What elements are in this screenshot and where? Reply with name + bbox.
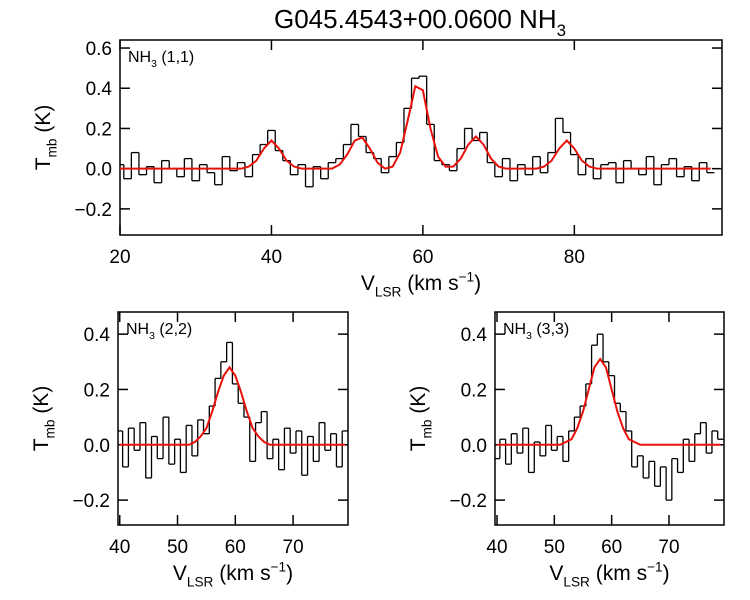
text-part: LSR (375, 284, 402, 299)
y-tick-label: −0.2 (449, 491, 487, 512)
text-part: (K) (30, 386, 53, 420)
data-layer (118, 341, 348, 479)
text-part: V (361, 272, 375, 295)
plot-frame (119, 39, 723, 236)
fit-line (119, 365, 346, 446)
text-part: (2,2) (155, 321, 192, 338)
text-part: (K) (407, 386, 430, 420)
panel-label: NH3 (1,1) (128, 49, 194, 70)
y-tick-label: 0.2 (84, 380, 110, 401)
fit-line (497, 357, 721, 446)
text-part: V (173, 562, 187, 585)
figure-title: G045.4543+00.0600 NH3 (274, 4, 566, 40)
x-tick-label: 20 (109, 247, 130, 268)
text-part: 3 (151, 59, 157, 70)
text-part: mb (44, 138, 59, 157)
text-part: (km s (401, 272, 458, 295)
text-part: −1 (647, 560, 663, 575)
panel-label: NH3 (2,2) (126, 321, 192, 342)
x-tick-label: 50 (167, 537, 188, 558)
text-part: 3 (526, 331, 532, 342)
y-tick-label: 0.4 (86, 79, 113, 100)
plot-frame (494, 311, 725, 526)
text-part: T (30, 438, 53, 451)
y-tick-label: 0.2 (86, 119, 112, 140)
text-part: (1,1) (157, 49, 194, 66)
x-tick-label: 70 (283, 537, 304, 558)
text-part: −1 (271, 560, 287, 575)
text-part: ) (286, 562, 293, 585)
x-tick-label: 40 (109, 537, 130, 558)
text-part: mb (42, 419, 57, 438)
x-axis-label: VLSR (km s−1) (173, 560, 293, 590)
text-part: ) (663, 562, 670, 585)
y-tick-label: 0.0 (84, 436, 110, 457)
x-tick-label: 60 (225, 537, 246, 558)
x-tick-label: 60 (601, 537, 622, 558)
panel: 40 50 60 70 −0.2 0.0 0.2 0.4 VLSR (km s−1) Tmb (K… (407, 311, 725, 590)
text-part: (3,3) (532, 321, 569, 338)
data-layer (120, 75, 715, 188)
text-part: T (32, 157, 55, 170)
y-tick-label: 0.4 (461, 325, 488, 346)
x-tick-label: 70 (658, 537, 679, 558)
y-tick-label: 0.6 (86, 39, 112, 60)
y-tick-label: 0.0 (461, 436, 487, 457)
y-tick-label: −0.2 (74, 200, 112, 221)
step-connector (121, 342, 343, 478)
x-tick-label: 80 (564, 247, 585, 268)
panel-label: NH3 (3,3) (503, 321, 569, 342)
x-tick-label: 40 (486, 537, 507, 558)
text-part: G045.4543+00.0600 NH (274, 4, 557, 34)
fit-line (120, 84, 711, 170)
text-part: 3 (557, 21, 566, 40)
text-part: T (407, 438, 430, 451)
text-part: ) (474, 272, 481, 295)
text-part: LSR (563, 574, 590, 589)
y-tick-label: −0.2 (72, 491, 110, 512)
x-tick-label: 50 (544, 537, 565, 558)
y-axis-label: Tmb (K) (32, 105, 59, 171)
panel: 40 50 60 70 −0.2 0.0 0.2 0.4 VLSR (km s−1) Tmb (K… (30, 311, 349, 590)
panel: 20 40 60 80 −0.2 0.0 0.2 0.4 0.6 VLSR (km s−1) Tmb… (32, 39, 723, 300)
text-part: NH (126, 321, 149, 338)
y-axis-label: Tmb (K) (30, 386, 57, 452)
data-layer (495, 333, 724, 501)
y-tick-label: 0.4 (84, 325, 111, 346)
y-tick-label: 0.0 (86, 160, 112, 181)
x-axis-label: VLSR (km s−1) (361, 270, 481, 300)
x-tick-label: 60 (412, 247, 433, 268)
text-part: NH (128, 49, 151, 66)
text-part: 3 (149, 331, 155, 342)
text-part: mb (419, 419, 434, 438)
y-tick-label: 0.2 (461, 380, 487, 401)
x-tick-label: 40 (261, 247, 282, 268)
text-part: NH (503, 321, 526, 338)
text-part: LSR (187, 574, 214, 589)
plot-frame (117, 311, 349, 526)
x-axis-label: VLSR (km s−1) (549, 560, 669, 590)
text-part: (K) (32, 105, 55, 139)
step-connector (123, 76, 708, 187)
text-part: V (549, 562, 563, 585)
text-part: (km s (213, 562, 270, 585)
text-part: −1 (459, 270, 475, 285)
y-axis-label: Tmb (K) (407, 386, 434, 452)
text-part: (km s (590, 562, 647, 585)
step-connector (499, 334, 719, 501)
